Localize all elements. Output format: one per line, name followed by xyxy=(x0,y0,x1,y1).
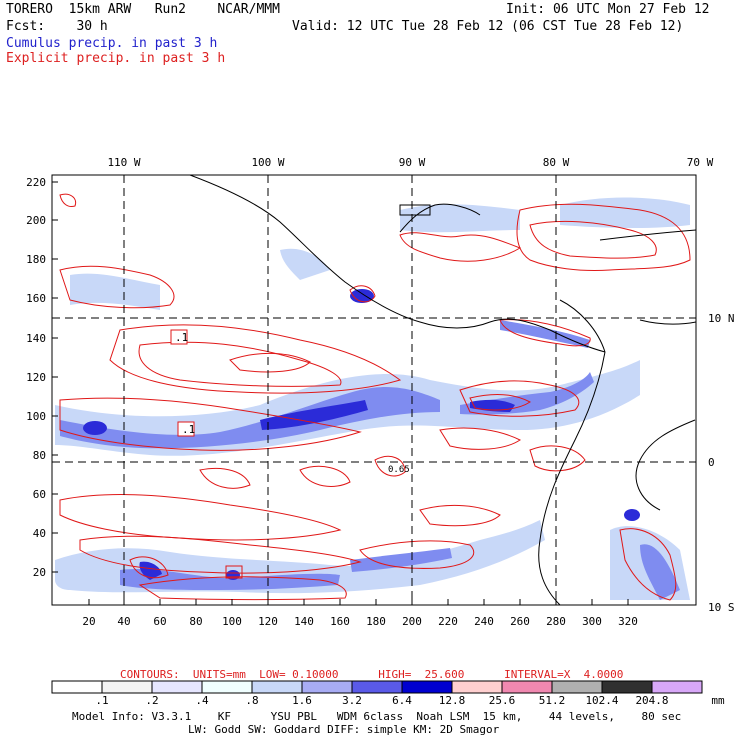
map-frame xyxy=(51,174,697,606)
legend-explicit: Explicit precip. in past 3 h xyxy=(6,51,226,66)
y-tick-label: 220 xyxy=(26,176,46,189)
colorbar-cell xyxy=(301,680,353,694)
colorbar-unit: mm xyxy=(711,694,725,707)
x-tick-label: 240 xyxy=(474,615,494,628)
header-run-info: TORERO 15km ARW Run2 NCAR/MMM xyxy=(6,2,280,17)
colorbar-cell xyxy=(651,680,703,694)
colorbar-label: 6.4 xyxy=(392,694,412,707)
lat-label-0: 0 xyxy=(708,456,715,469)
colorbar-cell xyxy=(151,680,203,694)
colorbar-label: .2 xyxy=(145,694,159,707)
x-tick-label: 20 xyxy=(82,615,95,628)
x-tick-label: 140 xyxy=(294,615,314,628)
x-tick-label: 40 xyxy=(117,615,130,628)
colorbar-label: 51.2 xyxy=(538,694,566,707)
lat-label-10s: 10 S xyxy=(708,601,735,614)
explicit-precip-contours xyxy=(59,193,691,601)
x-tick-label: 320 xyxy=(618,615,638,628)
colorbar-cell xyxy=(601,680,653,694)
y-tick-label: 80 xyxy=(33,449,46,462)
y-tick-label: 20 xyxy=(33,566,46,579)
colorbar-cell xyxy=(551,680,603,694)
x-tick-label: 60 xyxy=(153,615,166,628)
x-tick-label: 120 xyxy=(258,615,278,628)
lon-label-110w: 110 W xyxy=(107,156,140,169)
lon-label-100w: 100 W xyxy=(251,156,284,169)
x-tick-label: 260 xyxy=(510,615,530,628)
label-box-2 xyxy=(177,421,195,437)
colorbar-cell xyxy=(101,680,153,694)
x-tick-label: 180 xyxy=(366,615,386,628)
colorbar-cell xyxy=(201,680,253,694)
colorbar-label: 3.2 xyxy=(342,694,362,707)
footer-model-info: Model Info: V3.3.1 KF YSU PBL WDM 6class… xyxy=(72,710,682,723)
footer-physics-info: LW: Godd SW: Goddard DIFF: simple KM: 2D… xyxy=(188,723,500,736)
x-tick-labels: 20 40 60 80 100 120 140 160 180 200 220 … xyxy=(82,615,638,628)
colorbar-cell xyxy=(351,680,403,694)
x-tick-label: 160 xyxy=(330,615,350,628)
colorbar-cell xyxy=(451,680,503,694)
header-forecast-hour: Fcst: 30 h xyxy=(6,19,108,34)
y-tick-label: 120 xyxy=(26,371,46,384)
colorbar-label: .8 xyxy=(245,694,259,707)
colorbar-label: .4 xyxy=(195,694,209,707)
colorbar-label: 1.6 xyxy=(292,694,312,707)
lon-label-80w: 80 W xyxy=(543,156,570,169)
coastlines xyxy=(189,175,696,605)
y-tick-label: 60 xyxy=(33,488,46,501)
x-tick-label: 220 xyxy=(438,615,458,628)
box-label-2: .1 xyxy=(182,423,195,436)
colorbar-cell xyxy=(401,680,453,694)
colorbar-label: 12.8 xyxy=(438,694,466,707)
x-tick-label: 80 xyxy=(189,615,202,628)
legend-cumulus: Cumulus precip. in past 3 h xyxy=(6,36,218,51)
x-tick-label: 200 xyxy=(402,615,422,628)
label-box-1 xyxy=(170,329,188,345)
x-tick-label: 280 xyxy=(546,615,566,628)
x-axis-ticks xyxy=(88,599,629,605)
y-tick-label: 140 xyxy=(26,332,46,345)
colorbar-label: .1 xyxy=(95,694,109,707)
y-axis-ticks xyxy=(52,181,58,573)
y-tick-label: 200 xyxy=(26,214,46,227)
colorbar-label: 25.6 xyxy=(488,694,516,707)
header-init-time: Init: 06 UTC Mon 27 Feb 12 xyxy=(506,2,710,17)
colorbar-cell xyxy=(501,680,553,694)
box-label-1: .1 xyxy=(175,331,188,344)
y-tick-labels: 220 200 180 160 140 120 100 80 60 40 20 xyxy=(26,176,46,579)
label-box-3 xyxy=(225,565,243,579)
colorbar-cell xyxy=(251,680,303,694)
x-tick-label: 300 xyxy=(582,615,602,628)
y-tick-label: 160 xyxy=(26,292,46,305)
lat-label-10n: 10 N xyxy=(708,312,735,325)
colorbar xyxy=(51,680,703,694)
x-tick-label: 100 xyxy=(222,615,242,628)
colorbar-label: 204.8 xyxy=(635,694,669,707)
y-tick-label: 40 xyxy=(33,527,46,540)
header-valid-time: Valid: 12 UTC Tue 28 Feb 12 (06 CST Tue … xyxy=(292,19,684,34)
y-tick-label: 180 xyxy=(26,253,46,266)
colorbar-cell xyxy=(51,680,103,694)
contours-info: CONTOURS: UNITS=mm LOW= 0.10000 HIGH= 25… xyxy=(120,668,624,681)
inline-contour-label: 0.65 xyxy=(388,465,410,475)
lat-lon-grid xyxy=(52,175,696,605)
colorbar-label: 102.4 xyxy=(585,694,619,707)
y-tick-label: 100 xyxy=(26,410,46,423)
lon-label-70w: 70 W xyxy=(687,156,714,169)
lon-label-90w: 90 W xyxy=(399,156,426,169)
